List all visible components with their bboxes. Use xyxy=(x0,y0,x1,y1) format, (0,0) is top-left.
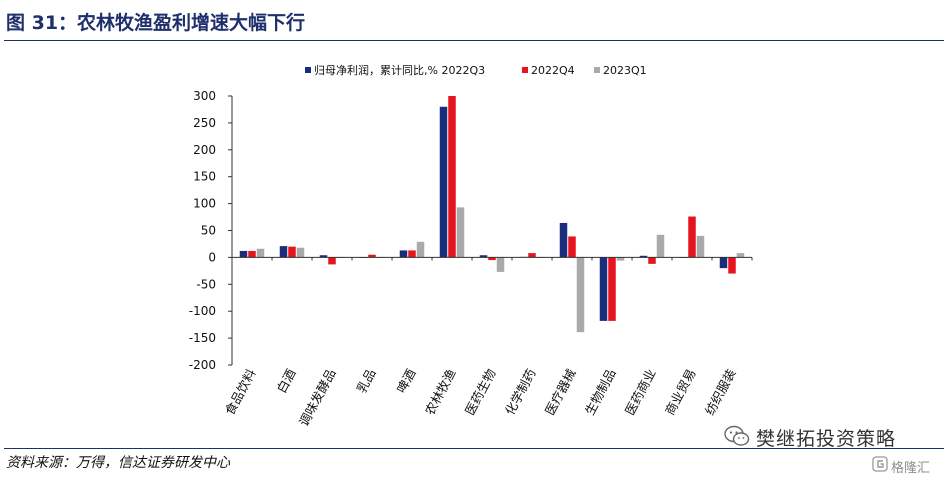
y-tick-label: -200 xyxy=(189,358,216,372)
bar-s3-10 xyxy=(656,234,665,258)
bar-s3-12 xyxy=(736,253,745,258)
x-tick-label: 商业贸易 xyxy=(662,366,699,417)
legend-swatch-1 xyxy=(305,67,311,73)
x-tick-label: 医药生物 xyxy=(462,366,499,417)
bar-s3-4 xyxy=(416,241,425,258)
gelonghui-watermark: 格隆汇 xyxy=(872,456,930,476)
legend-label-1: 归母净利润，累计同比,% 2022Q3 xyxy=(314,63,485,77)
x-tick-label: 乳品 xyxy=(354,366,379,395)
bar-s3-5 xyxy=(456,207,465,258)
x-tick-label: 医疗器械 xyxy=(542,366,579,418)
y-tick-label: 0 xyxy=(208,250,216,264)
y-tick-label: 200 xyxy=(193,143,216,157)
bar-s3-8 xyxy=(576,257,585,333)
legend: 归母净利润，累计同比,% 2022Q3 2022Q4 2023Q1 xyxy=(305,63,647,77)
bar-s3-1 xyxy=(296,247,305,258)
x-tick-label: 调味发酵品 xyxy=(296,366,339,428)
y-tick-label: 250 xyxy=(193,116,216,130)
legend-swatch-3 xyxy=(594,67,600,73)
bar-s2-9 xyxy=(608,257,616,321)
title-rule xyxy=(4,40,944,41)
legend-label-3: 2023Q1 xyxy=(603,64,647,77)
source-rule xyxy=(4,448,944,449)
bars-group xyxy=(239,96,745,333)
x-tick-label: 白酒 xyxy=(274,366,299,395)
bar-s2-0 xyxy=(248,250,256,258)
bar-s1-12 xyxy=(719,257,728,269)
bar-s2-6 xyxy=(488,257,496,261)
bar-s2-4 xyxy=(408,250,416,258)
bar-s2-5 xyxy=(448,96,456,258)
axes-group: 300 250 200 150 100 50 0 -50 -100 -150 -200 食品饮料 白酒调… xyxy=(189,89,753,429)
bar-chart: 归母净利润，累计同比,% 2022Q3 2022Q4 2023Q1 300 250 20… xyxy=(189,63,753,429)
x-tick-label: 医药商业 xyxy=(622,366,659,417)
bar-s2-8 xyxy=(568,236,576,258)
bar-s2-11 xyxy=(688,216,696,258)
gelonghui-icon xyxy=(872,456,888,476)
legend-label-2: 2022Q4 xyxy=(531,64,575,77)
bar-s2-1 xyxy=(288,246,296,258)
y-tick-label: 300 xyxy=(193,89,216,103)
x-tick-label: 纺织服装 xyxy=(702,366,739,417)
legend-swatch-2 xyxy=(522,67,528,73)
bar-s1-2 xyxy=(319,255,328,258)
wechat-account-name: 樊继拓投资策略 xyxy=(756,428,897,450)
y-tick-label: 150 xyxy=(193,170,216,184)
bar-s2-10 xyxy=(648,257,656,264)
bar-s2-7 xyxy=(528,253,536,258)
wechat-icon xyxy=(724,425,750,451)
y-tick-label: 100 xyxy=(193,197,216,211)
bar-s3-9 xyxy=(616,257,625,261)
bar-s1-9 xyxy=(599,257,608,321)
bar-s2-3 xyxy=(368,254,376,258)
bar-s2-2 xyxy=(328,257,336,265)
source-note: 资料来源：万得，信达证券研发中心 xyxy=(6,455,230,471)
bar-s1-4 xyxy=(399,250,408,258)
bar-s1-5 xyxy=(439,106,448,258)
y-tick-label: -50 xyxy=(196,277,216,291)
bar-s1-6 xyxy=(479,255,488,258)
bar-s3-6 xyxy=(496,257,505,272)
figure-title: 图 31：农林牧渔盈利增速大幅下行 xyxy=(6,12,306,34)
x-tick-label: 农林牧渔 xyxy=(422,366,459,417)
x-tick-label: 食品饮料 xyxy=(222,366,259,418)
x-tick-label: 生物制品 xyxy=(582,366,619,417)
x-tick-label: 啤酒 xyxy=(394,366,419,395)
bar-s1-1 xyxy=(279,246,288,258)
bar-s1-8 xyxy=(559,222,568,258)
gelonghui-label: 格隆汇 xyxy=(891,460,931,476)
bar-s1-10 xyxy=(639,255,648,258)
y-tick-label: 50 xyxy=(201,224,216,238)
y-tick-label: -100 xyxy=(189,304,216,318)
bar-s3-0 xyxy=(256,248,265,258)
bar-s2-12 xyxy=(728,257,736,274)
wechat-watermark: 樊继拓投资策略 xyxy=(724,424,896,451)
bar-s1-0 xyxy=(239,250,248,258)
bar-s3-11 xyxy=(696,235,705,258)
x-tick-label: 化学制药 xyxy=(502,366,539,417)
y-tick-label: -150 xyxy=(189,331,216,345)
